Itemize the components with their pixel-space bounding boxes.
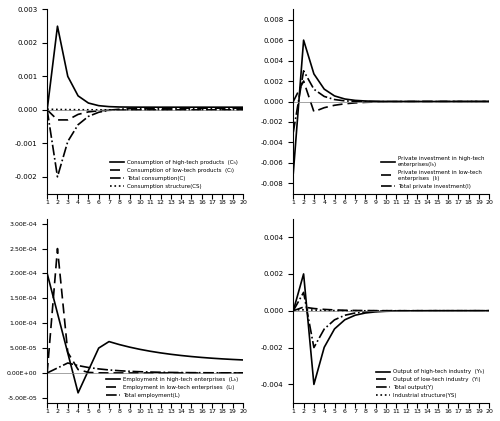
Legend: Employment in high-tech enterprises  (Lₕ), Employment in low-tech enterprises  (: Employment in high-tech enterprises (Lₕ)… <box>104 375 240 400</box>
Legend: Private investment in high-tech
enterprises(Iₕ), Private investment in low-tech
: Private investment in high-tech enterpri… <box>378 154 486 191</box>
Legend: Consumption of high-tech products  (Cₕ), Consumption of low-tech products  (Cₗ),: Consumption of high-tech products (Cₕ), … <box>108 158 240 191</box>
Legend: Output of high-tech industry  (Yₕ), Output of low-tech industry  (Yₗ), Total out: Output of high-tech industry (Yₕ), Outpu… <box>374 367 486 400</box>
